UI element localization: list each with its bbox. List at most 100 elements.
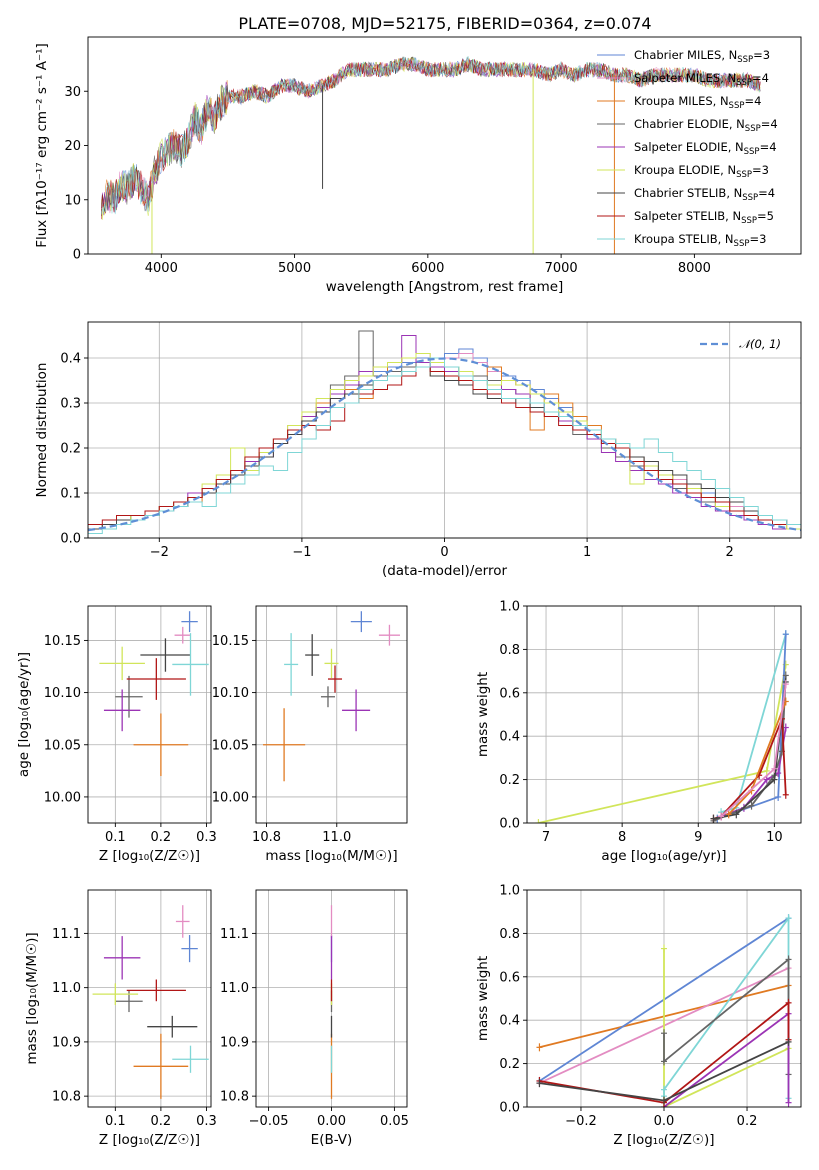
mass_vs_Z-ytick-label: 10.9 (52, 1035, 81, 1050)
residuals-plot (88, 330, 801, 538)
mass_vs_Z-ytick-label: 10.8 (52, 1090, 81, 1105)
spectrum-line-krou_miles (101, 57, 761, 211)
spectrum-ylabel: Flux [fλ10⁻¹⁷ erg cm⁻² s⁻¹ A⁻¹] (34, 43, 50, 248)
legend-label-text: Salpeter ELODIE, N (634, 140, 744, 154)
mass_vs_Z-xlabel: Z [log₁₀(Z/Z☉)] (99, 1132, 200, 1148)
weight_vs_age-ytick-label: 0.6 (499, 686, 520, 701)
legend-label-val: =4 (760, 140, 777, 154)
legend-label: Chabrier MILES, NSSP=3 (634, 48, 770, 65)
data-layer (88, 56, 801, 1107)
weight_vs_Z-xtick-label: 0.2 (737, 1114, 758, 1129)
legend-label-sub: SSP (729, 101, 745, 111)
legend-label: Kroupa STELIB, NSSP=3 (634, 232, 766, 249)
mass_vs_Z-xtick-label: 0.1 (105, 1114, 126, 1129)
weight_vs_Z-ytick-label: 0.6 (499, 970, 520, 985)
mass_vs_Z-ytick-label: 11.0 (52, 981, 81, 996)
legend-label: Salpeter STELIB, NSSP=5 (634, 209, 774, 226)
weight_vs_Z-ytick-label: 0.2 (499, 1057, 520, 1072)
legend-label-text: Salpeter STELIB, N (634, 209, 741, 223)
residuals-xtick-label: −2 (150, 545, 169, 560)
age_vs_Z-ytick-label: 10.10 (44, 686, 81, 701)
mass_vs_EBV-ytick-label: 10.9 (220, 1035, 249, 1050)
residuals-xtick-label: 1 (583, 545, 591, 560)
legend-label-text: Kroupa MILES, N (634, 94, 729, 108)
spectrum-ytick-label: 10 (64, 193, 81, 208)
normal-legend-label: 𝒩(0, 1) (739, 337, 781, 351)
age_vs_Z-frame (87, 605, 212, 824)
weight_vs_Z-line-krou_elodie (663, 948, 789, 1107)
weight_vs_age-xtick-label: 8 (618, 830, 626, 845)
weight_vs_age-xtick-label: 10 (766, 830, 783, 845)
age_vs_Z-xtick-label: 0.3 (196, 830, 217, 845)
mass_vs_EBV-xtick-label: 0.00 (317, 1114, 346, 1129)
spectrum-ytick-label: 20 (64, 139, 81, 154)
mass_vs_Z-ylabel: mass [log₁₀(M/M☉)] (24, 932, 40, 1064)
age_vs_Z-ytick-label: 10.00 (44, 790, 81, 805)
legend-label: Chabrier STELIB, NSSP=4 (634, 186, 775, 203)
legend-label-text: Chabrier STELIB, N (634, 186, 742, 200)
grid-layer (88, 322, 801, 1108)
age_vs_mass-plot (263, 611, 400, 782)
hist-krou_stelib (88, 357, 801, 538)
weight_vs_age-xtick-label: 7 (542, 830, 550, 845)
weight_vs_Z-xtick-label: 0.0 (654, 1114, 675, 1129)
legend-label-val: =4 (752, 71, 769, 85)
legend-label-sub: SSP (736, 78, 752, 88)
legend-label-sub: SSP (736, 170, 752, 180)
legend-label-sub: SSP (742, 193, 758, 203)
legend-label-text: Kroupa STELIB, N (634, 232, 734, 246)
spectrum-xlabel: wavelength [Angstrom, rest frame] (326, 279, 564, 295)
weight_vs_Z-line-salp_elodie (663, 1011, 790, 1107)
legend-label-sub: SSP (741, 216, 757, 226)
hist-salp_stelib (88, 366, 801, 538)
spectrum-xtick-label: 4000 (145, 261, 178, 276)
age_vs_Z-xtick-label: 0.2 (151, 830, 172, 845)
spectrum-xtick-label: 7000 (545, 261, 578, 276)
mass_vs_EBV-xlabel: E(B-V) (311, 1132, 353, 1148)
weight_vs_age-ytick-label: 0.0 (499, 817, 520, 832)
weight_vs_Z-ytick-label: 0.4 (499, 1014, 520, 1029)
mass_vs_Z-xtick-label: 0.2 (151, 1114, 172, 1129)
age_vs_mass-ytick-label: 10.10 (212, 686, 249, 701)
age_vs_mass-ytick-label: 10.15 (212, 634, 249, 649)
age_vs_mass-xlabel: mass [log₁₀(M/M☉)] (265, 848, 397, 864)
legend-label-val: =4 (758, 186, 775, 200)
mass_vs_Z-plot (92, 905, 209, 1099)
mass_vs_EBV-xtick-label: 0.05 (380, 1114, 409, 1129)
age_vs_Z-plot (99, 611, 209, 777)
weight_vs_age-ytick-label: 0.8 (499, 643, 520, 658)
age_vs_mass-ytick-label: 10.05 (212, 738, 249, 753)
residuals-xtick-label: −1 (292, 545, 311, 560)
legend-label: Chabrier ELODIE, NSSP=4 (634, 117, 778, 134)
spectrum-xtick-label: 8000 (678, 261, 711, 276)
residuals-ylabel: Normed distribution (34, 363, 50, 498)
mass_vs_EBV-xtick-label: −0.05 (249, 1114, 289, 1129)
age_vs_Z-ytick-label: 10.05 (44, 738, 81, 753)
legend-label: Kroupa ELODIE, NSSP=3 (634, 163, 769, 180)
spectrum-plot (101, 56, 761, 254)
legend-label-val: =3 (752, 163, 769, 177)
mass_vs_Z-ytick-label: 11.1 (52, 927, 81, 942)
legend-label-text: Kroupa ELODIE, N (634, 163, 736, 177)
weight_vs_Z-ytick-label: 0.0 (499, 1101, 520, 1116)
mass_vs_EBV-ytick-label: 11.0 (220, 981, 249, 996)
mass_vs_Z-frame (87, 889, 212, 1108)
residuals-ytick-label: 0.4 (60, 352, 81, 367)
mass_vs_EBV-ytick-label: 11.1 (220, 927, 249, 942)
age_vs_Z-xlabel: Z [log₁₀(Z/Z☉)] (99, 848, 200, 864)
weight_vs_age-plot (535, 630, 789, 823)
age_vs_mass-xtick-label: 10.8 (252, 830, 281, 845)
age_vs_mass-xtick-label: 11.0 (322, 830, 351, 845)
weight_vs_age-ytick-label: 0.4 (499, 730, 520, 745)
legend-label-val: =3 (749, 232, 766, 246)
legend-label-val: =4 (744, 94, 761, 108)
weight_vs_age-xtick-label: 9 (694, 830, 702, 845)
age_vs_mass-frame (255, 605, 408, 824)
legend-label: Salpeter ELODIE, NSSP=4 (634, 140, 777, 157)
weight_vs_age-ytick-label: 1.0 (499, 600, 520, 615)
legend-label-val: =5 (757, 209, 774, 223)
residuals-ytick-label: 0.1 (60, 487, 81, 502)
weight_vs_Z-xlabel: Z [log₁₀(Z/Z☉)] (613, 1132, 714, 1148)
